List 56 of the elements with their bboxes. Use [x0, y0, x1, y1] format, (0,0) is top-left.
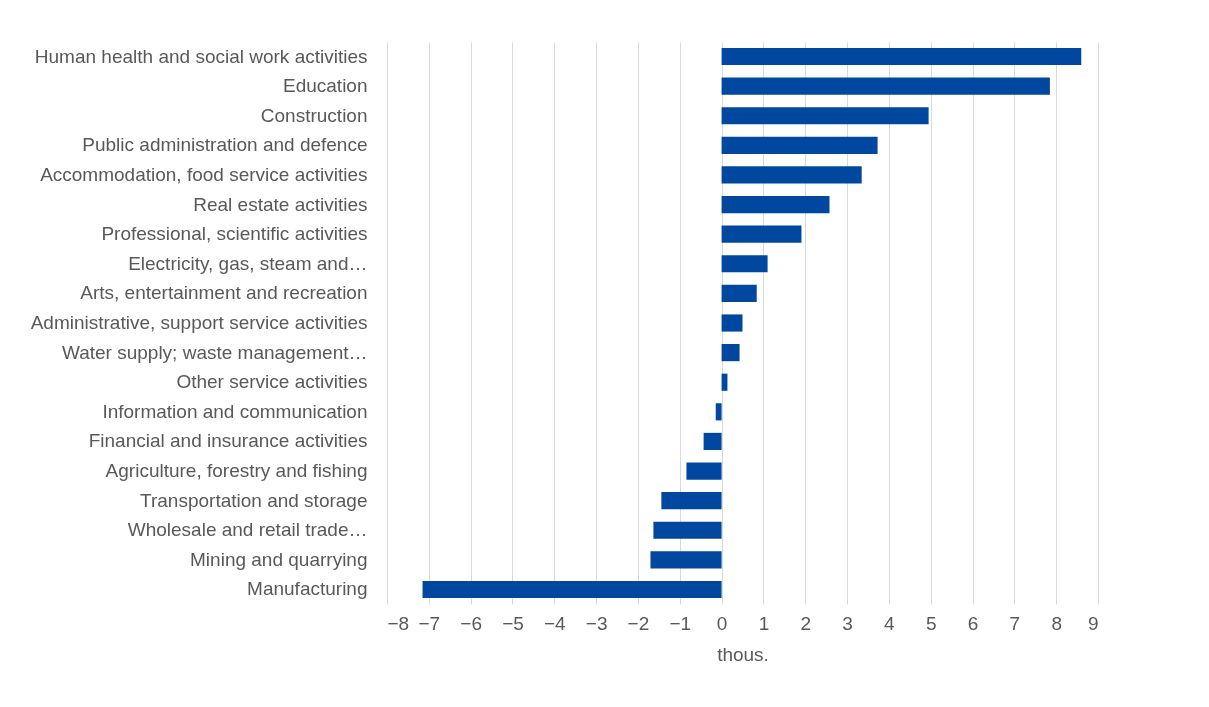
x-tick-label: 6 [967, 612, 979, 634]
y-tick-label: Transportation and storage [140, 489, 368, 511]
bar [661, 492, 722, 510]
bar [721, 284, 757, 302]
x-tick-label: −7 [418, 612, 441, 634]
bar [721, 344, 740, 362]
y-tick-label: Accommodation, food service activities [40, 163, 368, 185]
y-tick-label: Administrative, support service activities [30, 312, 368, 333]
y-tick-label: Electricity, gas, steam and… [128, 252, 368, 274]
x-tick-label: −2 [627, 612, 650, 634]
x-tick-label: 5 [925, 612, 937, 634]
y-tick-label: Arts, entertainment and recreation [80, 282, 368, 304]
x-tick-label: 8 [1051, 612, 1062, 634]
x-tick-label: −4 [543, 612, 567, 634]
x-tick-label: −1 [669, 612, 692, 634]
bar [650, 551, 722, 569]
x-tick-label: 1 [758, 612, 770, 634]
y-tick-label: Wholesale and retail trade… [127, 519, 368, 541]
y-tick-label: Financial and insurance activities [88, 430, 368, 452]
x-tick-label: 9 [1087, 612, 1099, 634]
y-tick-label: Mining and quarrying [190, 548, 368, 570]
bar [703, 432, 722, 451]
x-tick-label: 4 [884, 612, 896, 634]
bar [721, 47, 1082, 66]
x-tick-label: −3 [585, 612, 608, 634]
bar [721, 314, 743, 332]
x-tick-label: 7 [1009, 612, 1021, 634]
bar [721, 225, 802, 243]
y-tick-label: Other service activities [176, 371, 368, 393]
bar [422, 580, 722, 599]
bar [721, 255, 768, 273]
y-tick-label: Water supply; waste management… [61, 341, 368, 363]
y-tick-label: Public administration and defence [82, 134, 368, 156]
y-tick-label: Education [282, 75, 368, 97]
bar [715, 403, 722, 421]
x-tick-label: 0 [716, 612, 728, 634]
y-tick-label: Agriculture, forestry and fishing [105, 460, 368, 482]
y-tick-label: Information and communication [102, 400, 368, 422]
bar [721, 136, 878, 154]
bar [721, 166, 862, 184]
bar [721, 77, 1050, 95]
y-tick-label: Human health and social work activities [34, 45, 368, 67]
x-tick-label: −8 [387, 612, 410, 634]
bar [721, 195, 830, 214]
bar [686, 462, 722, 480]
y-tick-label: Construction [260, 104, 368, 126]
x-tick-label: −6 [460, 612, 482, 634]
bar [721, 107, 929, 125]
x-tick-label: 2 [800, 612, 812, 634]
x-axis-title: thous. [717, 643, 769, 665]
y-tick-label: Manufacturing [247, 578, 368, 600]
x-tick-label: −5 [502, 612, 524, 634]
bar [653, 521, 722, 539]
y-tick-label: Professional, scientific activities [101, 223, 368, 245]
y-tick-label: Real estate activities [193, 193, 368, 215]
x-tick-label: 3 [842, 612, 853, 634]
